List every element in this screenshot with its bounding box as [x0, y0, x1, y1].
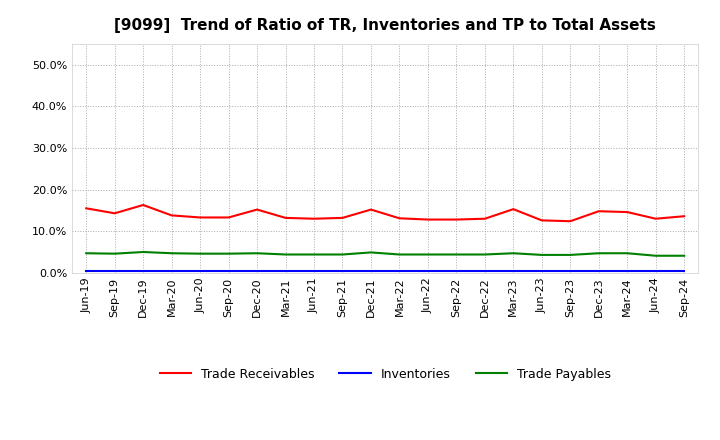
Inventories	[167, 268, 176, 273]
Trade Receivables	[167, 213, 176, 218]
Trade Payables	[452, 252, 461, 257]
Trade Receivables	[566, 219, 575, 224]
Trade Payables	[110, 251, 119, 257]
Inventories	[480, 268, 489, 273]
Trade Payables	[566, 252, 575, 257]
Trade Receivables	[452, 217, 461, 222]
Inventories	[253, 268, 261, 273]
Inventories	[139, 268, 148, 273]
Trade Receivables	[652, 216, 660, 221]
Inventories	[82, 268, 91, 273]
Inventories	[196, 268, 204, 273]
Trade Receivables	[623, 209, 631, 215]
Inventories	[225, 268, 233, 273]
Trade Receivables	[338, 215, 347, 220]
Inventories	[423, 268, 432, 273]
Inventories	[509, 268, 518, 273]
Trade Receivables	[480, 216, 489, 221]
Trade Receivables	[423, 217, 432, 222]
Inventories	[310, 268, 318, 273]
Inventories	[566, 268, 575, 273]
Trade Payables	[196, 251, 204, 257]
Trade Payables	[310, 252, 318, 257]
Trade Payables	[680, 253, 688, 258]
Trade Receivables	[139, 202, 148, 208]
Legend: Trade Receivables, Inventories, Trade Payables: Trade Receivables, Inventories, Trade Pa…	[155, 363, 616, 385]
Trade Payables	[595, 251, 603, 256]
Trade Receivables	[537, 218, 546, 223]
Trade Payables	[623, 251, 631, 256]
Inventories	[110, 268, 119, 273]
Trade Receivables	[282, 215, 290, 220]
Trade Receivables	[225, 215, 233, 220]
Line: Trade Receivables: Trade Receivables	[86, 205, 684, 221]
Trade Receivables	[110, 211, 119, 216]
Trade Payables	[537, 252, 546, 257]
Trade Receivables	[82, 205, 91, 211]
Trade Payables	[423, 252, 432, 257]
Inventories	[282, 268, 290, 273]
Inventories	[395, 268, 404, 273]
Trade Receivables	[253, 207, 261, 212]
Trade Payables	[225, 251, 233, 257]
Trade Payables	[366, 250, 375, 255]
Trade Payables	[395, 252, 404, 257]
Trade Receivables	[395, 216, 404, 221]
Trade Payables	[480, 252, 489, 257]
Trade Payables	[509, 251, 518, 256]
Inventories	[537, 268, 546, 273]
Inventories	[652, 268, 660, 273]
Trade Payables	[282, 252, 290, 257]
Trade Payables	[338, 252, 347, 257]
Trade Payables	[139, 249, 148, 255]
Inventories	[623, 268, 631, 273]
Trade Payables	[167, 251, 176, 256]
Trade Receivables	[680, 213, 688, 219]
Trade Payables	[82, 251, 91, 256]
Trade Receivables	[366, 207, 375, 212]
Trade Payables	[652, 253, 660, 258]
Trade Receivables	[509, 206, 518, 212]
Trade Receivables	[595, 209, 603, 214]
Inventories	[366, 268, 375, 273]
Line: Trade Payables: Trade Payables	[86, 252, 684, 256]
Inventories	[680, 268, 688, 273]
Inventories	[338, 268, 347, 273]
Trade Receivables	[196, 215, 204, 220]
Inventories	[595, 268, 603, 273]
Trade Payables	[253, 251, 261, 256]
Trade Receivables	[310, 216, 318, 221]
Title: [9099]  Trend of Ratio of TR, Inventories and TP to Total Assets: [9099] Trend of Ratio of TR, Inventories…	[114, 18, 656, 33]
Inventories	[452, 268, 461, 273]
